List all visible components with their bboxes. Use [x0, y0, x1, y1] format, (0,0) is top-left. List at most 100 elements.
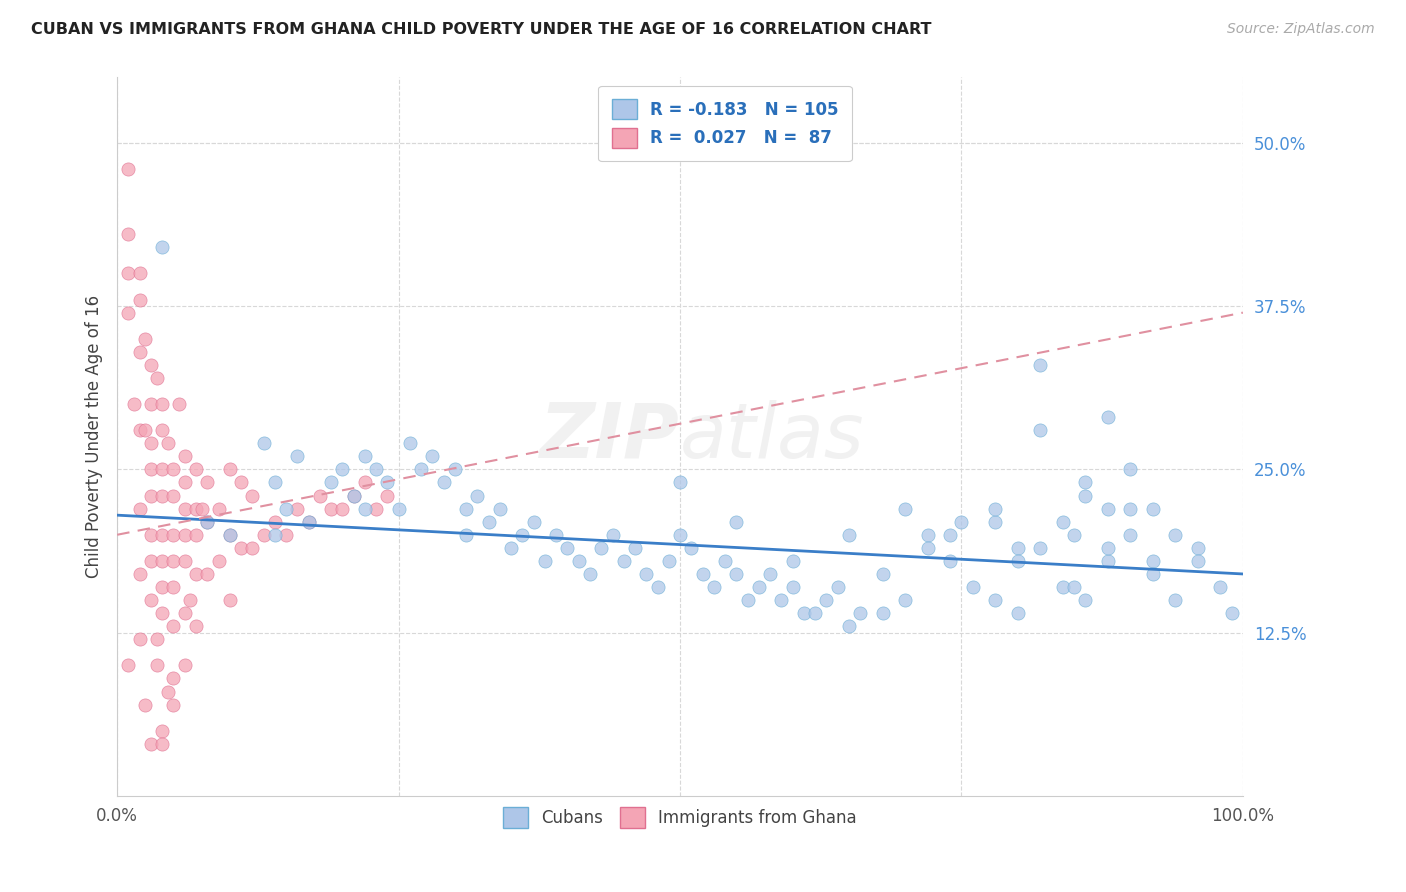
Point [150, 397, 173, 411]
Point [692, 566, 714, 581]
Point [1074, 475, 1097, 490]
Point [117, 305, 139, 319]
Point [297, 515, 319, 529]
Point [167, 397, 190, 411]
Point [173, 528, 195, 542]
Point [388, 501, 411, 516]
Point [353, 501, 375, 516]
Point [162, 580, 184, 594]
Point [117, 227, 139, 242]
Point [252, 436, 274, 450]
Point [134, 332, 156, 346]
Point [330, 462, 353, 476]
Point [546, 528, 568, 542]
Point [128, 267, 150, 281]
Point [150, 462, 173, 476]
Point [117, 658, 139, 673]
Point [534, 554, 557, 568]
Text: ZIP: ZIP [540, 400, 681, 474]
Point [128, 501, 150, 516]
Point [793, 606, 815, 620]
Point [1097, 501, 1119, 516]
Point [1029, 423, 1052, 437]
Point [872, 606, 894, 620]
Point [145, 658, 167, 673]
Text: Source: ZipAtlas.com: Source: ZipAtlas.com [1227, 22, 1375, 37]
Point [950, 515, 973, 529]
Point [139, 397, 162, 411]
Point [1007, 541, 1029, 555]
Point [162, 698, 184, 712]
Point [184, 566, 207, 581]
Point [737, 593, 759, 607]
Point [173, 658, 195, 673]
Point [613, 554, 636, 568]
Point [263, 475, 285, 490]
Point [218, 528, 240, 542]
Point [195, 515, 218, 529]
Point [330, 501, 353, 516]
Point [218, 593, 240, 607]
Point [162, 672, 184, 686]
Point [579, 566, 602, 581]
Point [173, 501, 195, 516]
Point [399, 436, 422, 450]
Point [433, 475, 456, 490]
Point [782, 554, 804, 568]
Point [917, 541, 939, 555]
Point [1142, 501, 1164, 516]
Point [1074, 593, 1097, 607]
Point [285, 501, 308, 516]
Point [162, 528, 184, 542]
Point [274, 501, 297, 516]
Point [150, 606, 173, 620]
Point [1063, 580, 1085, 594]
Point [770, 593, 793, 607]
Point [411, 462, 433, 476]
Point [838, 619, 860, 633]
Point [894, 501, 917, 516]
Point [962, 580, 984, 594]
Point [669, 475, 692, 490]
Point [725, 515, 748, 529]
Point [162, 462, 184, 476]
Point [1097, 554, 1119, 568]
Point [815, 593, 838, 607]
Point [139, 436, 162, 450]
Point [478, 515, 501, 529]
Point [342, 489, 364, 503]
Text: CUBAN VS IMMIGRANTS FROM GHANA CHILD POVERTY UNDER THE AGE OF 16 CORRELATION CHA: CUBAN VS IMMIGRANTS FROM GHANA CHILD POV… [31, 22, 931, 37]
Point [1164, 528, 1187, 542]
Point [984, 593, 1007, 607]
Point [703, 580, 725, 594]
Point [591, 541, 613, 555]
Point [467, 489, 489, 503]
Point [838, 528, 860, 542]
Point [624, 541, 647, 555]
Point [353, 475, 375, 490]
Point [557, 541, 579, 555]
Point [263, 515, 285, 529]
Point [150, 580, 173, 594]
Point [156, 436, 179, 450]
Point [179, 593, 201, 607]
Point [190, 501, 212, 516]
Point [1187, 541, 1209, 555]
Point [122, 397, 145, 411]
Point [456, 501, 478, 516]
Point [444, 462, 467, 476]
Point [184, 528, 207, 542]
Point [150, 528, 173, 542]
Point [297, 515, 319, 529]
Point [173, 475, 195, 490]
Point [1209, 580, 1232, 594]
Point [759, 566, 782, 581]
Point [195, 515, 218, 529]
Point [1119, 462, 1142, 476]
Point [128, 566, 150, 581]
Point [274, 528, 297, 542]
Point [128, 423, 150, 437]
Point [364, 462, 387, 476]
Point [1142, 554, 1164, 568]
Point [252, 528, 274, 542]
